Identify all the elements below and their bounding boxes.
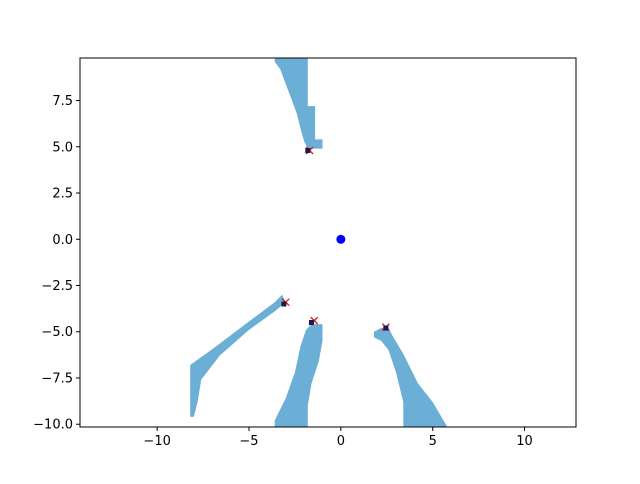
x-tick-label: −10 [143,434,170,449]
regions-layer [190,58,448,427]
region-3 [274,324,323,427]
square-marker-4 [383,325,389,331]
markers-layer [281,146,390,332]
square-marker-3 [308,319,314,325]
origin-point [336,234,346,244]
x-tick-label: 10 [516,434,533,449]
y-tick-label: 0.0 [52,233,73,248]
y-tick-label: 7.5 [52,94,73,109]
x-tick-label: −5 [239,434,258,449]
y-tick-label: 2.5 [52,187,73,202]
x-tick-label: 5 [429,434,437,449]
square-marker-2 [281,301,287,307]
y-tick-label: −7.5 [41,371,73,386]
y-axis: −10.0 −7.5 −5.0 −2.5 0.0 2.5 5.0 7.5 [33,94,80,433]
x-tick-label: 0 [337,434,345,449]
region-2 [190,294,286,417]
square-marker-1 [305,147,311,153]
x-axis: −10 −5 0 5 10 [143,427,533,449]
region-1 [274,58,323,149]
y-tick-label: −2.5 [41,279,73,294]
y-tick-label: −10.0 [33,418,73,433]
y-tick-label: 5.0 [52,140,73,155]
y-tick-label: −5.0 [41,325,73,340]
plot-frame [79,57,577,428]
region-4 [373,328,448,427]
